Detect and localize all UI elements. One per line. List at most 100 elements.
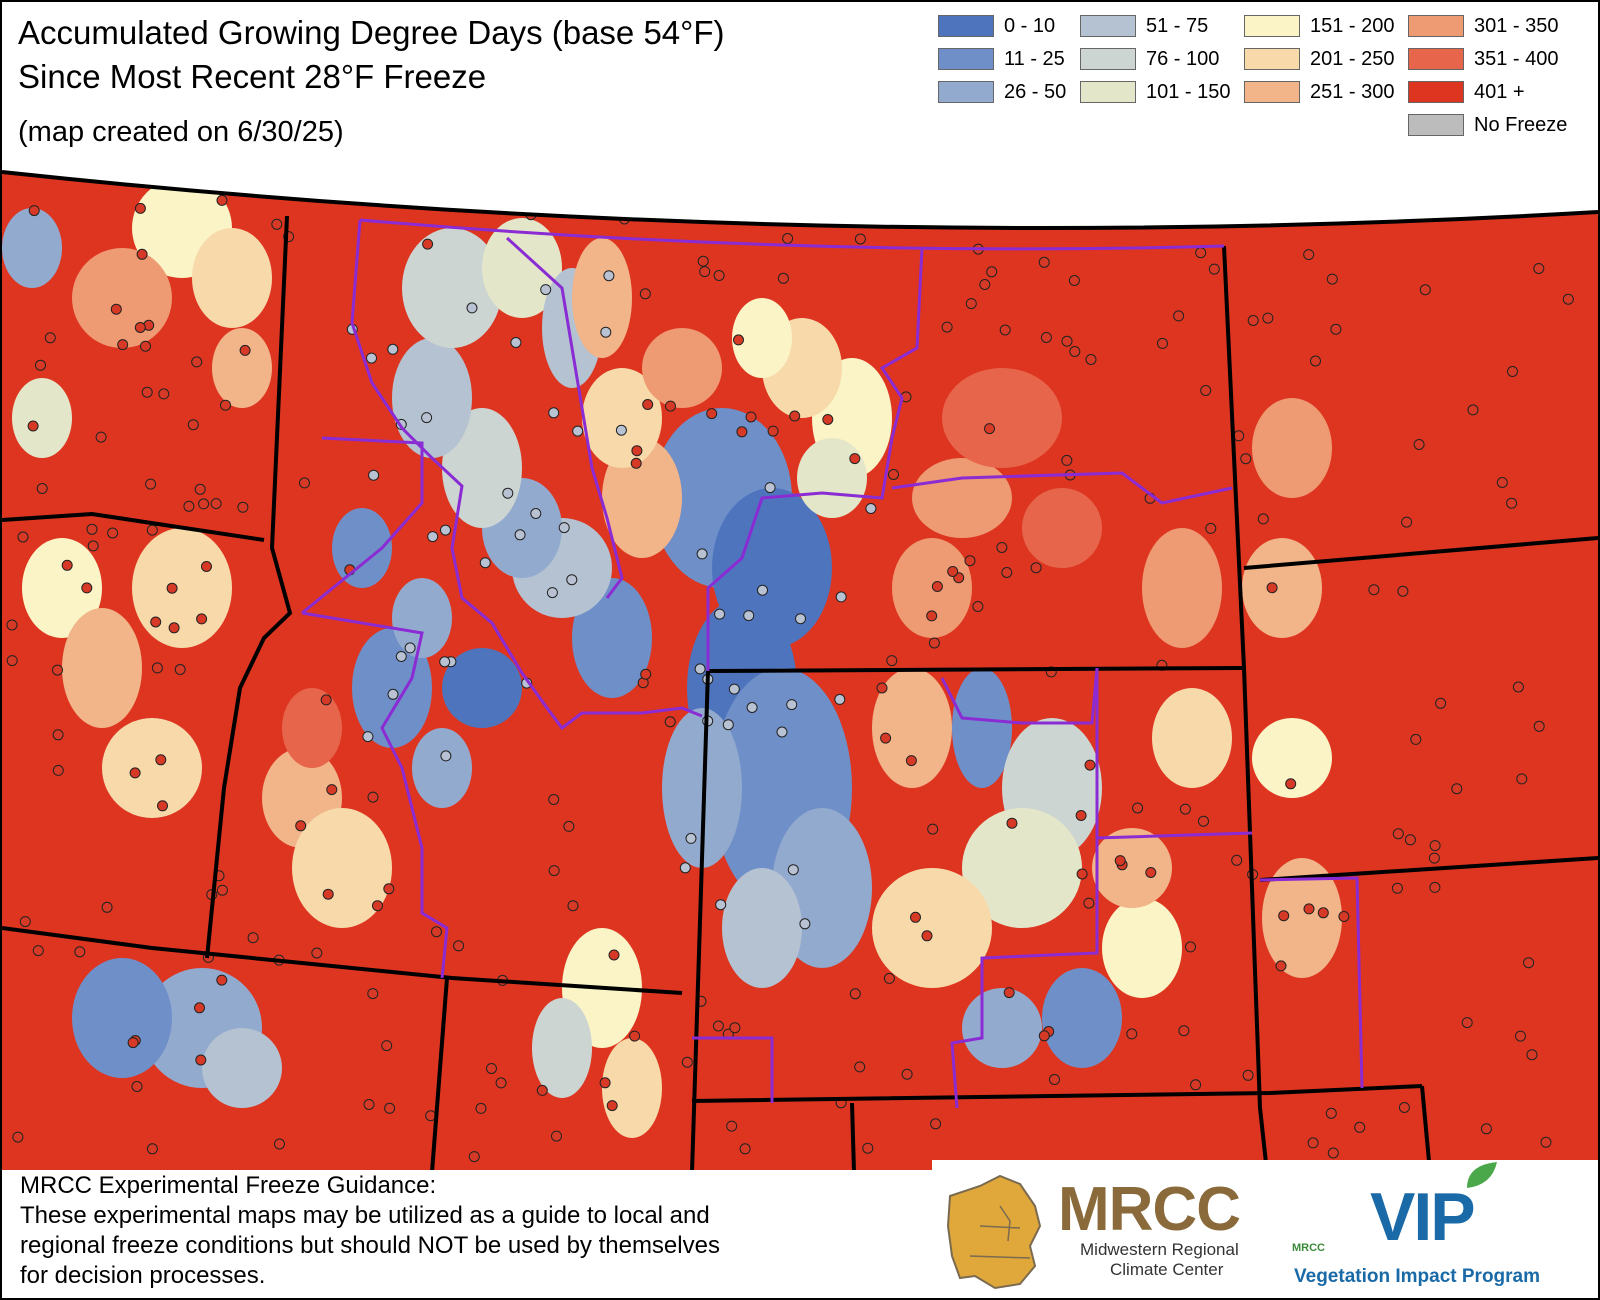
station-marker <box>367 791 379 803</box>
station-marker <box>1326 273 1338 285</box>
station-marker <box>1404 834 1416 846</box>
station-marker <box>1307 1137 1319 1149</box>
station-marker <box>1185 941 1196 953</box>
station-marker <box>440 524 451 536</box>
station-marker <box>12 1131 24 1143</box>
station-marker <box>1428 852 1440 864</box>
region-boundary-line <box>1259 876 1364 1089</box>
gdd-value-patches <box>2 178 1342 1138</box>
station-marker <box>1068 275 1080 286</box>
station-marker <box>608 949 620 961</box>
station-marker <box>787 864 799 876</box>
legend-item: No Freeze <box>1408 111 1567 139</box>
legend-swatch <box>1080 48 1136 70</box>
station-marker <box>1069 346 1081 357</box>
station-marker <box>572 425 584 437</box>
station-marker <box>986 266 998 278</box>
station-marker <box>615 424 627 436</box>
state-boundary-line <box>1243 536 1598 570</box>
station-marker <box>1515 1030 1526 1042</box>
station-marker <box>1526 1049 1538 1061</box>
station-marker <box>194 483 206 495</box>
legend-label: 11 - 25 <box>1004 47 1065 70</box>
gdd-patch <box>1152 688 1232 788</box>
station-marker <box>1506 497 1518 509</box>
vip-mrcc-mark: MRCC <box>1292 1242 1325 1254</box>
station-marker <box>964 555 976 567</box>
legend-swatch <box>938 15 994 37</box>
station-marker <box>1310 355 1321 367</box>
station-marker <box>1085 354 1097 365</box>
station-marker <box>117 339 129 351</box>
station-marker <box>27 420 39 432</box>
station-marker <box>746 702 758 713</box>
station-marker <box>901 1068 913 1080</box>
station-marker <box>1126 1028 1138 1040</box>
state-boundary-line <box>1222 245 1269 1172</box>
station-marker <box>311 947 323 959</box>
region-boundary-line <box>950 838 1099 1109</box>
station-marker <box>1084 759 1096 771</box>
gdd-patch <box>962 808 1082 928</box>
station-marker <box>1275 960 1287 972</box>
station-marker <box>1467 404 1479 416</box>
gdd-patch <box>572 238 632 358</box>
station-marker <box>722 719 734 731</box>
gdd-patch <box>1042 968 1122 1068</box>
legend-swatch <box>1244 48 1300 70</box>
gdd-patch <box>72 958 172 1078</box>
station-marker <box>210 498 222 510</box>
legend-swatch <box>938 48 994 70</box>
station-marker <box>931 581 943 592</box>
station-marker <box>712 1020 724 1032</box>
station-marker <box>1178 1025 1190 1037</box>
station-marker <box>1327 1147 1339 1159</box>
station-marker <box>1540 1136 1552 1148</box>
station-marker <box>422 238 434 250</box>
station-marker <box>198 498 210 510</box>
mrcc-full-name: Midwestern Regional <box>1080 1240 1239 1259</box>
station-marker <box>362 731 374 743</box>
station-marker <box>514 529 526 541</box>
legend-label: 51 - 75 <box>1146 14 1209 37</box>
legend-item: 151 - 200 <box>1244 12 1395 40</box>
gdd-patch <box>22 538 102 638</box>
gdd-patch <box>1262 858 1342 978</box>
station-marker <box>453 940 465 952</box>
station-marker <box>540 284 552 296</box>
station-marker <box>1061 454 1073 466</box>
station-marker <box>972 601 984 612</box>
station-marker <box>383 883 395 895</box>
station-marker <box>468 1151 480 1163</box>
station-marker <box>1061 335 1073 347</box>
gdd-patch <box>797 438 867 518</box>
state-boundary-line <box>430 977 449 1172</box>
station-marker <box>1330 323 1342 335</box>
station-marker <box>603 270 615 282</box>
station-marker <box>606 1100 618 1112</box>
station-marker <box>1266 582 1278 594</box>
station-marker <box>1516 773 1528 785</box>
state-boundary-line <box>690 670 710 1172</box>
station-marker <box>1145 867 1157 878</box>
station-marker <box>216 974 228 986</box>
vip-full-name: Vegetation Impact Program <box>1294 1266 1541 1287</box>
station-marker <box>146 1143 158 1155</box>
station-marker <box>1003 987 1015 999</box>
station-marker <box>1200 385 1212 396</box>
station-marker <box>905 755 917 767</box>
legend-swatch <box>1080 81 1136 103</box>
station-marker <box>999 324 1011 336</box>
station-marker <box>548 794 560 805</box>
station-marker <box>320 694 332 706</box>
leaf-icon <box>1467 1162 1497 1188</box>
station-marker <box>1233 430 1245 442</box>
station-marker <box>1410 733 1422 745</box>
station-marker <box>1368 584 1380 596</box>
map-title-line-2: Since Most Recent 28°F Freeze <box>18 58 487 95</box>
station-marker <box>849 988 861 1000</box>
station-marker <box>639 288 651 300</box>
station-marker <box>733 334 744 346</box>
legend-label: 0 - 10 <box>1004 14 1056 37</box>
station-marker <box>1435 697 1447 709</box>
